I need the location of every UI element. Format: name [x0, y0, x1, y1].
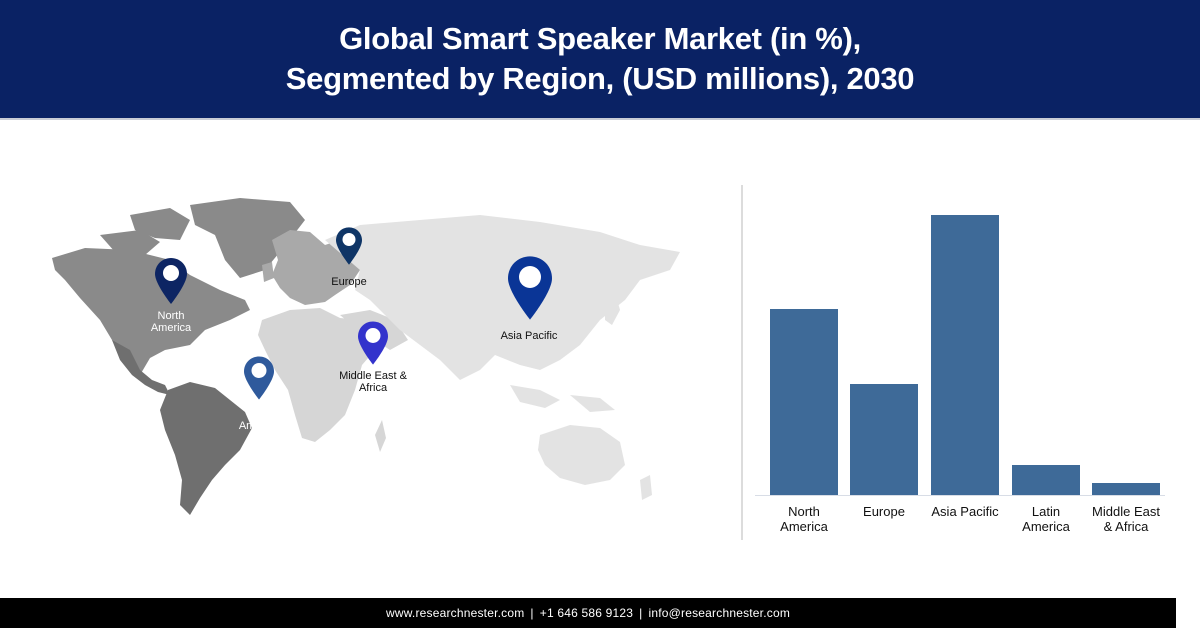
map-pin-icon — [508, 256, 552, 320]
pin-latin-america — [244, 356, 274, 400]
pin-label-latin-america: Latin America — [238, 408, 280, 432]
map-pin-icon — [336, 227, 362, 265]
footer-separator: | — [530, 606, 534, 620]
footer-separator: | — [639, 606, 643, 620]
pin-north-america — [155, 258, 187, 304]
pin-label-middle-east-africa: Middle East & Africa — [339, 370, 407, 394]
x-tick-label: Europe — [863, 504, 905, 519]
phone-number: +1 646 586 9123 — [539, 606, 634, 620]
email-link[interactable]: info@researchnester.com — [648, 606, 791, 620]
bar-asia-pacific — [931, 215, 999, 495]
website-link[interactable]: www.researchnester.com — [385, 606, 525, 620]
map-pin-icon — [244, 356, 274, 400]
x-tick-label: Asia Pacific — [931, 504, 999, 519]
bar-latin-america — [1012, 465, 1080, 495]
map-pin-icon — [358, 321, 388, 365]
panel-divider — [741, 185, 743, 540]
bar-north-america — [770, 309, 838, 495]
x-tick-label: North America — [780, 504, 828, 534]
pin-label-north-america: North America — [150, 310, 192, 334]
pin-middle-east-africa — [358, 321, 388, 365]
x-tick-label: Middle East & Africa — [1092, 504, 1160, 534]
title-banner: Global Smart Speaker Market (in %), Segm… — [0, 0, 1200, 120]
title-line-2: Segmented by Region, (USD millions), 203… — [285, 61, 915, 96]
bar-chart: North America Europe Asia Pacific Latin … — [755, 190, 1175, 550]
bar-middle-east-africa — [1092, 483, 1160, 495]
bar-europe — [850, 384, 918, 495]
pin-label-asia-pacific: Asia Pacific — [500, 330, 558, 342]
x-axis-baseline — [755, 495, 1165, 496]
x-tick-label: Latin America — [1022, 504, 1070, 534]
pin-europe — [336, 225, 362, 267]
title-line-1: Global Smart Speaker Market (in %), — [339, 21, 861, 56]
contact-footer: www.researchnester.com | +1 646 586 9123… — [0, 598, 1176, 628]
map-pin-icon — [155, 258, 187, 304]
pin-label-europe: Europe — [331, 276, 367, 288]
pin-asia-pacific — [508, 255, 552, 321]
